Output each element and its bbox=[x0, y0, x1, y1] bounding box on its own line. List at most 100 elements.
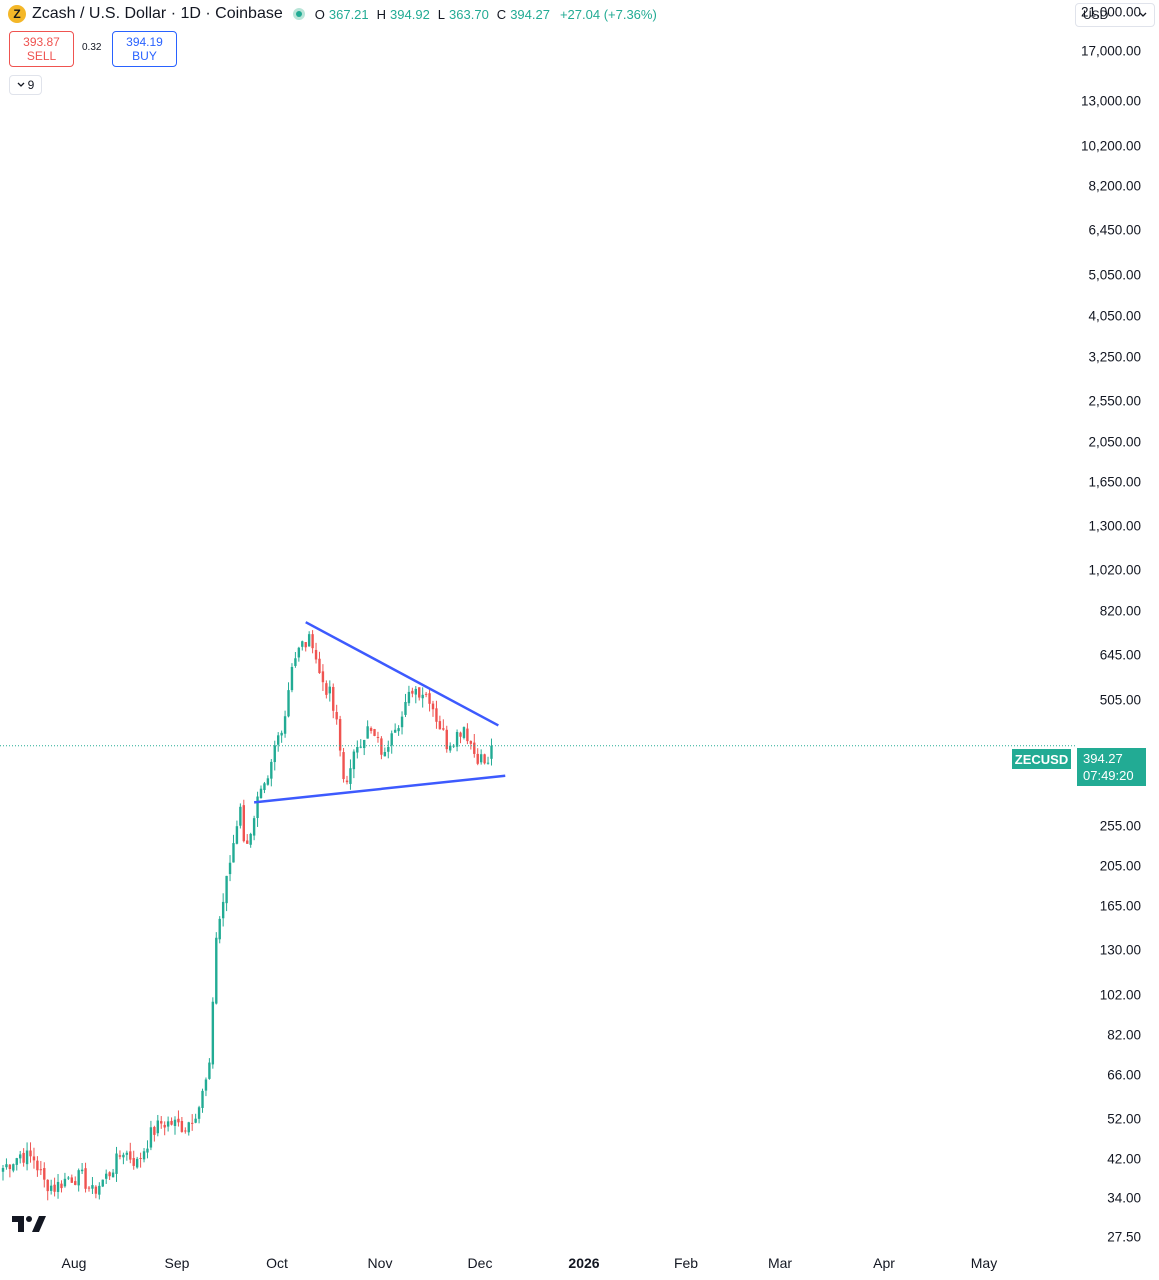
candle-body bbox=[163, 1124, 166, 1128]
candle-body bbox=[259, 788, 263, 799]
candle-body bbox=[252, 818, 256, 836]
candle-body bbox=[283, 716, 287, 734]
candle-body bbox=[132, 1157, 135, 1166]
candle-body bbox=[22, 1152, 25, 1163]
market-status-icon bbox=[292, 8, 305, 20]
sell-button[interactable]: 393.87 SELL bbox=[9, 31, 74, 67]
indicators-toggle[interactable]: 9 bbox=[9, 75, 42, 95]
candle-body bbox=[208, 1062, 211, 1079]
candle-body bbox=[473, 742, 476, 754]
candle-body bbox=[201, 1090, 204, 1108]
candle-body bbox=[166, 1121, 170, 1127]
candle-body bbox=[111, 1172, 115, 1178]
candle-body bbox=[338, 719, 342, 751]
candle-body bbox=[235, 826, 239, 844]
candle-body bbox=[270, 761, 273, 779]
candle-body bbox=[280, 732, 283, 736]
tradingview-logo-icon[interactable] bbox=[12, 1214, 46, 1234]
candle-body bbox=[345, 780, 349, 783]
ohlc-values: O 367.21 H 394.92 L 363.70 C 394.27 bbox=[315, 7, 554, 22]
last-price: 394.27 bbox=[1083, 751, 1123, 766]
candle-body bbox=[170, 1120, 173, 1125]
candle-body bbox=[373, 729, 376, 736]
candle-body bbox=[197, 1107, 201, 1119]
candle-body bbox=[449, 745, 452, 751]
close-key: C bbox=[496, 6, 507, 22]
candle-body bbox=[232, 843, 235, 863]
open-key: O bbox=[314, 6, 325, 22]
candle-body bbox=[101, 1179, 104, 1187]
candle-body bbox=[311, 634, 314, 649]
candle-body bbox=[187, 1122, 190, 1133]
candle-body bbox=[218, 918, 221, 940]
candle-body bbox=[129, 1151, 132, 1160]
candle-body bbox=[483, 754, 486, 764]
candle-body bbox=[204, 1079, 208, 1091]
candle-body bbox=[8, 1164, 12, 1170]
candle-body bbox=[156, 1120, 159, 1134]
candle-body bbox=[383, 752, 387, 757]
candle-body bbox=[469, 741, 473, 744]
trendline-lower[interactable] bbox=[253, 774, 506, 804]
low-value: 363.70 bbox=[449, 6, 489, 22]
candle-body bbox=[146, 1148, 149, 1153]
candle-body bbox=[476, 753, 479, 764]
candle-body bbox=[194, 1118, 197, 1123]
trendline-upper[interactable] bbox=[305, 621, 499, 727]
candle-body bbox=[462, 727, 466, 738]
candle-body bbox=[304, 642, 307, 648]
sell-price: 393.87 bbox=[23, 35, 60, 49]
candle-body bbox=[19, 1154, 22, 1159]
candle-body bbox=[242, 805, 245, 842]
candle-body bbox=[273, 745, 276, 763]
candle-body bbox=[431, 703, 435, 710]
open-value: 367.21 bbox=[328, 6, 369, 22]
symbol-title[interactable]: Zcash / U.S. Dollar · 1D · Coinbase bbox=[32, 5, 283, 22]
candle-body bbox=[314, 649, 318, 660]
price-change: +27.04 (+7.36%) bbox=[559, 6, 657, 22]
candle-body bbox=[91, 1185, 94, 1189]
candle-body bbox=[67, 1177, 70, 1179]
candle-body bbox=[445, 729, 448, 750]
candle-body bbox=[1, 1168, 5, 1172]
candle-body bbox=[414, 688, 417, 695]
candle-body bbox=[94, 1186, 98, 1194]
candle-body bbox=[39, 1169, 43, 1171]
candle-body bbox=[325, 683, 328, 695]
candle-body bbox=[177, 1118, 180, 1123]
candle-body bbox=[442, 728, 445, 730]
close-value: 394.27 bbox=[510, 6, 550, 22]
candle-body bbox=[60, 1183, 63, 1189]
candle-body bbox=[428, 693, 431, 704]
candle-body bbox=[307, 634, 311, 647]
candle-body bbox=[459, 732, 462, 737]
candle-body bbox=[294, 658, 297, 666]
candle-body bbox=[393, 729, 397, 733]
candle-body bbox=[411, 690, 414, 694]
buy-button[interactable]: 394.19 BUY bbox=[112, 31, 177, 67]
candle-body bbox=[184, 1130, 187, 1132]
candle-body bbox=[225, 875, 228, 904]
candle-body bbox=[328, 686, 331, 694]
candle-body bbox=[173, 1119, 177, 1127]
candle-body bbox=[318, 658, 321, 674]
candle-body bbox=[359, 746, 362, 748]
candle-body bbox=[221, 901, 225, 919]
candle-body bbox=[49, 1185, 53, 1191]
buy-price: 394.19 bbox=[126, 35, 163, 49]
candle-body bbox=[466, 728, 469, 742]
candle-body bbox=[363, 739, 366, 749]
candle-body bbox=[349, 768, 352, 784]
last-price-tag: 394.27 07:49:20 bbox=[1077, 748, 1146, 786]
low-key: L bbox=[437, 6, 446, 22]
candle-body bbox=[418, 687, 421, 698]
candle-body bbox=[290, 666, 294, 691]
currency-select[interactable]: USD bbox=[1075, 3, 1155, 27]
candle-body bbox=[376, 736, 380, 738]
candle-body bbox=[15, 1158, 18, 1165]
candle-body bbox=[435, 708, 438, 722]
candle-body bbox=[70, 1177, 73, 1183]
candle-body bbox=[404, 701, 407, 715]
candle-body bbox=[105, 1173, 108, 1179]
